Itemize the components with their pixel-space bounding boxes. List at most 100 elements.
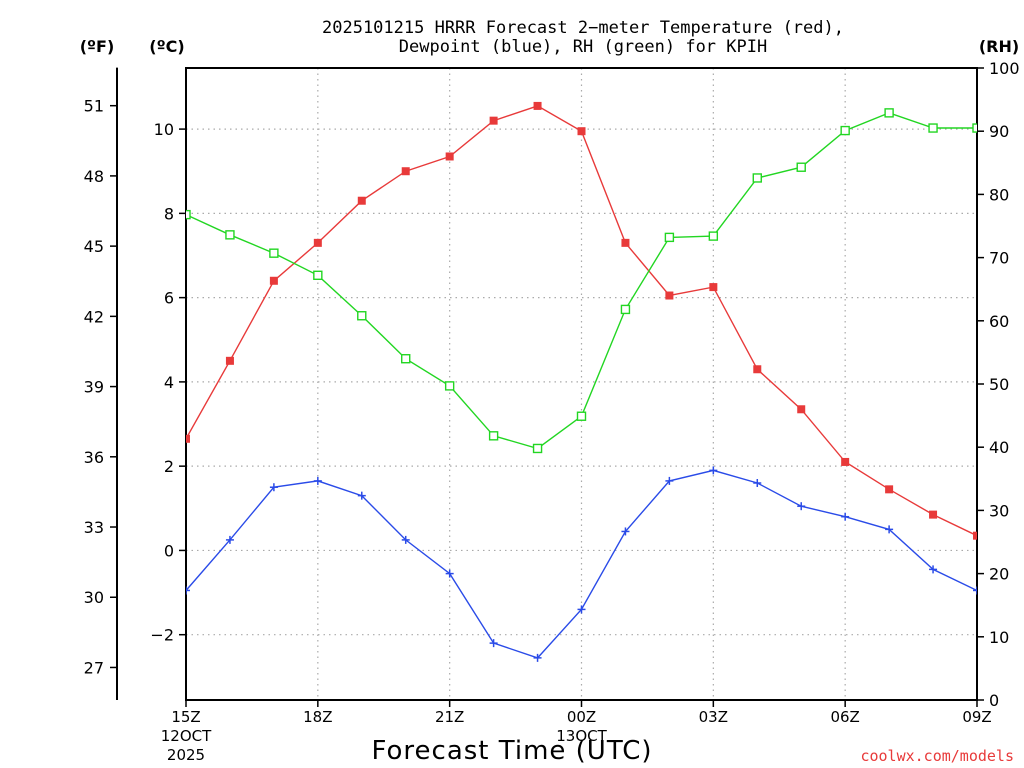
celsius-tick-label: 10 — [154, 120, 174, 139]
rh-point — [620, 304, 631, 315]
dewpoint-point — [269, 483, 278, 492]
temperature-point — [269, 276, 278, 285]
chart-title-line1: 2025101215 HRRR Forecast 2−meter Tempera… — [322, 18, 844, 38]
rh-point — [796, 162, 806, 172]
x-tick-label: 06Z — [830, 708, 859, 726]
fahrenheit-tick-label: 36 — [84, 448, 104, 467]
rh-tick-label: 100 — [989, 59, 1020, 78]
temperature-point — [445, 152, 454, 161]
x-tick-label: 09Z — [962, 708, 991, 726]
axes — [116, 67, 978, 701]
grid-lines — [186, 68, 977, 700]
dewpoint-point — [186, 586, 190, 595]
temperature-point — [533, 101, 542, 110]
dewpoint-point — [665, 476, 674, 485]
unit-label-fahrenheit: (ºF) — [80, 37, 115, 56]
dewpoint-point — [357, 491, 366, 500]
temperature-point — [885, 485, 894, 494]
celsius-tick-label: 4 — [164, 373, 174, 392]
tick-marks: −2 0 2 4 6 8 10 27 30 33 36 39 42 45 48 51 0 10 20 30 40 50 60… — [84, 59, 1020, 764]
dewpoint-point — [973, 586, 977, 595]
dewpoint-point — [313, 476, 322, 485]
rh-point — [313, 270, 323, 280]
dewpoint-point — [225, 535, 234, 544]
temperature-point — [225, 356, 234, 365]
rh-tick-label: 80 — [989, 185, 1009, 204]
temperature-point — [621, 238, 630, 247]
rh-tick-label: 0 — [989, 691, 999, 710]
rh-point — [928, 123, 938, 133]
rh-point — [444, 381, 455, 391]
temperature-line — [186, 105, 977, 537]
rh-point — [532, 443, 543, 454]
fahrenheit-tick-label: 39 — [84, 378, 104, 397]
rh-tick-label: 60 — [989, 312, 1009, 331]
dewpoint-point — [797, 502, 806, 511]
dewpoint-point — [753, 479, 762, 488]
dewpoint-point — [621, 527, 630, 536]
fahrenheit-tick-label: 27 — [84, 658, 104, 677]
fahrenheit-tick-label: 42 — [84, 307, 104, 326]
rh-point — [269, 248, 279, 258]
dewpoint-point — [709, 466, 718, 475]
rh-point — [225, 230, 235, 240]
celsius-tick-label: −2 — [150, 626, 174, 645]
temperature-point — [797, 405, 806, 414]
rh-point — [576, 411, 587, 421]
x-tick-sublabel: 12OCT — [161, 727, 212, 745]
temperature-point — [357, 196, 366, 205]
temperature-point — [709, 283, 718, 292]
x-tick-label: 15Z — [171, 708, 200, 726]
temperature-point — [753, 365, 762, 374]
rh-tick-label: 70 — [989, 249, 1009, 268]
rh-tick-label: 90 — [989, 122, 1009, 141]
rh-tick-label: 20 — [989, 565, 1009, 584]
temperature-point — [577, 127, 586, 136]
unit-label-rh: (RH) — [979, 37, 1019, 56]
x-axis-label: Forecast Time (UTC) — [371, 736, 652, 766]
x-tick-sublabel: 2025 — [167, 746, 205, 764]
dewpoint-point — [401, 535, 410, 544]
dewpoint-point — [929, 565, 938, 574]
rh-point — [664, 232, 675, 243]
fahrenheit-tick-label: 30 — [84, 588, 104, 607]
rh-point — [708, 231, 719, 241]
dewpoint-point — [533, 653, 542, 662]
rh-point — [884, 108, 894, 118]
rh-tick-label: 50 — [989, 375, 1009, 394]
fahrenheit-tick-label: 48 — [84, 167, 104, 186]
temperature-point — [973, 531, 977, 540]
rh-point — [401, 354, 411, 364]
fahrenheit-tick-label: 51 — [84, 97, 104, 116]
rh-tick-label: 30 — [989, 501, 1009, 520]
x-tick-label: 00Z — [567, 708, 596, 726]
credit-text: coolwx.com/models — [860, 747, 1014, 765]
rh-point — [752, 173, 762, 183]
celsius-tick-label: 8 — [164, 204, 174, 223]
rh-tick-label: 40 — [989, 438, 1009, 457]
rh-point — [488, 431, 499, 441]
temperature-point — [841, 457, 850, 466]
rh-tick-label: 10 — [989, 628, 1009, 647]
dewpoint-point — [445, 569, 454, 578]
temperature-point — [665, 291, 674, 300]
dewpoint-point — [577, 605, 586, 614]
x-tick-label: 18Z — [303, 708, 332, 726]
chart-title-line2: Dewpoint (blue), RH (green) for KPIH — [399, 37, 767, 57]
temperature-point — [313, 238, 322, 247]
fahrenheit-tick-label: 45 — [84, 237, 104, 256]
dewpoint-point — [841, 512, 850, 521]
celsius-tick-label: 0 — [164, 541, 174, 560]
celsius-tick-label: 2 — [164, 457, 174, 476]
series-clip-group — [186, 101, 977, 662]
temperature-point — [929, 510, 938, 519]
x-tick-label: 03Z — [699, 708, 728, 726]
rh-point — [972, 123, 977, 133]
rh-point — [357, 311, 367, 321]
celsius-tick-label: 6 — [164, 289, 174, 308]
rh-point — [840, 125, 850, 136]
temperature-point — [401, 167, 410, 176]
unit-label-celsius: (ºC) — [149, 37, 184, 56]
x-tick-sublabel: 13OCT — [556, 727, 607, 745]
